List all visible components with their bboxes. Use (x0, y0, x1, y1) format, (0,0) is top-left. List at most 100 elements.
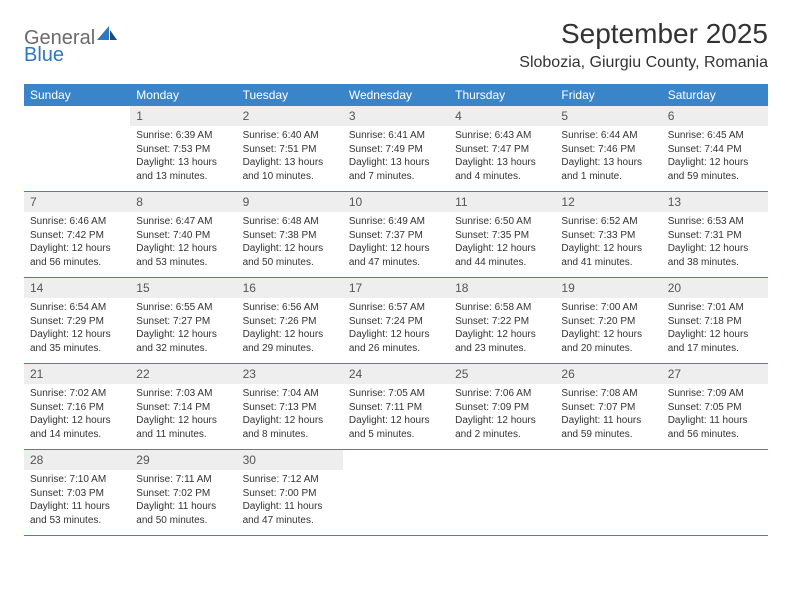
day-data-line: Sunrise: 7:01 AM (668, 301, 762, 315)
day-number-cell: 18 (449, 278, 555, 299)
day-data-line: and 53 minutes. (30, 514, 124, 528)
day-data-line: Sunrise: 6:40 AM (243, 129, 337, 143)
day-number-cell: 14 (24, 278, 130, 299)
day-data-line: and 7 minutes. (349, 170, 443, 184)
day-data-line: Sunset: 7:53 PM (136, 143, 230, 157)
month-title: September 2025 (519, 18, 768, 50)
weekday-header: Monday (130, 84, 236, 106)
day-data-line: Sunrise: 7:02 AM (30, 387, 124, 401)
day-number-cell: 27 (662, 364, 768, 385)
day-data-cell: Sunrise: 6:48 AMSunset: 7:38 PMDaylight:… (237, 212, 343, 278)
day-data-line: Daylight: 11 hours (30, 500, 124, 514)
day-data-line: and 59 minutes. (668, 170, 762, 184)
day-data-line: Daylight: 12 hours (668, 328, 762, 342)
day-data-line: and 47 minutes. (243, 514, 337, 528)
day-data-line: Daylight: 12 hours (349, 414, 443, 428)
day-data-row: Sunrise: 6:39 AMSunset: 7:53 PM Daylight:… (24, 126, 768, 192)
calendar-page: General Blue September 2025 Slobozia, Gi… (0, 0, 792, 554)
day-data-line: Sunrise: 7:03 AM (136, 387, 230, 401)
day-data-cell: Sunrise: 7:01 AMSunset: 7:18 PMDaylight:… (662, 298, 768, 364)
logo-text-block: General Blue (24, 24, 117, 65)
day-data-line: and 26 minutes. (349, 342, 443, 356)
day-data-cell: Sunrise: 6:58 AMSunset: 7:22 PMDaylight:… (449, 298, 555, 364)
day-data-line: Daylight: 11 hours (243, 500, 337, 514)
day-data-line: Sunset: 7:05 PM (668, 401, 762, 415)
day-number-cell: 20 (662, 278, 768, 299)
day-number-cell (24, 106, 130, 126)
day-data-line: Sunset: 7:22 PM (455, 315, 549, 329)
day-data-line: Sunrise: 7:11 AM (136, 473, 230, 487)
day-data-line: Sunrise: 7:09 AM (668, 387, 762, 401)
day-number-row: 123456 (24, 106, 768, 126)
day-number-cell: 19 (555, 278, 661, 299)
day-data-cell: Sunrise: 6:46 AMSunset: 7:42 PMDaylight:… (24, 212, 130, 278)
day-number-cell: 7 (24, 192, 130, 213)
day-data-cell: Sunrise: 6:40 AMSunset: 7:51 PMDaylight:… (237, 126, 343, 192)
day-data-line: and 10 minutes. (243, 170, 337, 184)
day-data-line: Sunset: 7:47 PM (455, 143, 549, 157)
day-data-line: and 2 minutes. (455, 428, 549, 442)
day-data-line: Sunset: 7:33 PM (561, 229, 655, 243)
day-data-cell: Sunrise: 6:53 AMSunset: 7:31 PMDaylight:… (662, 212, 768, 278)
calendar-table: Sunday Monday Tuesday Wednesday Thursday… (24, 84, 768, 536)
day-data-line: Sunset: 7:07 PM (561, 401, 655, 415)
day-data-line: Sunset: 7:49 PM (349, 143, 443, 157)
day-data-line: and 14 minutes. (30, 428, 124, 442)
day-data-line: Daylight: 12 hours (561, 242, 655, 256)
day-data-line: Sunset: 7:38 PM (243, 229, 337, 243)
day-data-line: Daylight: 12 hours (243, 414, 337, 428)
day-data-line: Sunrise: 6:46 AM (30, 215, 124, 229)
day-data-line: Daylight: 12 hours (561, 328, 655, 342)
day-data-line: Daylight: 12 hours (243, 242, 337, 256)
day-data-line: Sunrise: 7:12 AM (243, 473, 337, 487)
weekday-header: Wednesday (343, 84, 449, 106)
day-data-line: Sunset: 7:42 PM (30, 229, 124, 243)
day-data-line: and 13 minutes. (136, 170, 230, 184)
day-data-line: Sunrise: 6:58 AM (455, 301, 549, 315)
day-number-cell: 23 (237, 364, 343, 385)
day-number-cell: 28 (24, 450, 130, 471)
day-data-cell: Sunrise: 7:08 AMSunset: 7:07 PMDaylight:… (555, 384, 661, 450)
day-data-line: and 1 minute. (561, 170, 655, 184)
day-data-line: Sunrise: 6:44 AM (561, 129, 655, 143)
day-data-cell: Sunrise: 6:47 AMSunset: 7:40 PMDaylight:… (130, 212, 236, 278)
day-number-cell: 21 (24, 364, 130, 385)
day-data-line: Sunset: 7:18 PM (668, 315, 762, 329)
day-data-cell: Sunrise: 6:44 AMSunset: 7:46 PMDaylight:… (555, 126, 661, 192)
day-data-row: Sunrise: 7:10 AMSunset: 7:03 PMDaylight:… (24, 470, 768, 536)
day-data-line: Daylight: 12 hours (30, 242, 124, 256)
day-number-cell: 2 (237, 106, 343, 126)
day-data-cell: Sunrise: 7:05 AMSunset: 7:11 PMDaylight:… (343, 384, 449, 450)
day-number-cell: 10 (343, 192, 449, 213)
day-data-line: Sunrise: 6:47 AM (136, 215, 230, 229)
day-data-line: Sunrise: 6:48 AM (243, 215, 337, 229)
day-data-line: Sunset: 7:09 PM (455, 401, 549, 415)
day-number-cell (343, 450, 449, 471)
day-data-cell: Sunrise: 7:11 AMSunset: 7:02 PMDaylight:… (130, 470, 236, 536)
day-data-line: Sunrise: 7:05 AM (349, 387, 443, 401)
day-data-line: Sunset: 7:27 PM (136, 315, 230, 329)
title-block: September 2025 Slobozia, Giurgiu County,… (519, 18, 768, 72)
day-data-line: and 23 minutes. (455, 342, 549, 356)
day-data-line: Sunrise: 6:57 AM (349, 301, 443, 315)
day-data-line: and 50 minutes. (136, 514, 230, 528)
day-data-cell (343, 470, 449, 536)
day-data-line: Sunrise: 7:00 AM (561, 301, 655, 315)
day-data-line: Sunset: 7:00 PM (243, 487, 337, 501)
day-number-cell (555, 450, 661, 471)
day-data-line: Sunrise: 6:55 AM (136, 301, 230, 315)
day-data-line: Sunrise: 6:49 AM (349, 215, 443, 229)
day-data-line: Sunset: 7:03 PM (30, 487, 124, 501)
day-data-line: Sunset: 7:16 PM (30, 401, 124, 415)
day-data-line: Sunrise: 6:41 AM (349, 129, 443, 143)
day-number-cell: 11 (449, 192, 555, 213)
day-number-cell: 4 (449, 106, 555, 126)
day-data-line: Daylight: 13 hours (455, 156, 549, 170)
day-number-cell: 24 (343, 364, 449, 385)
day-number-cell: 22 (130, 364, 236, 385)
day-data-line: Daylight: 13 hours (561, 156, 655, 170)
day-data-line: Sunrise: 6:39 AM (136, 129, 230, 143)
day-number-row: 282930 (24, 450, 768, 471)
day-data-cell (24, 126, 130, 192)
day-data-line: Sunset: 7:51 PM (243, 143, 337, 157)
